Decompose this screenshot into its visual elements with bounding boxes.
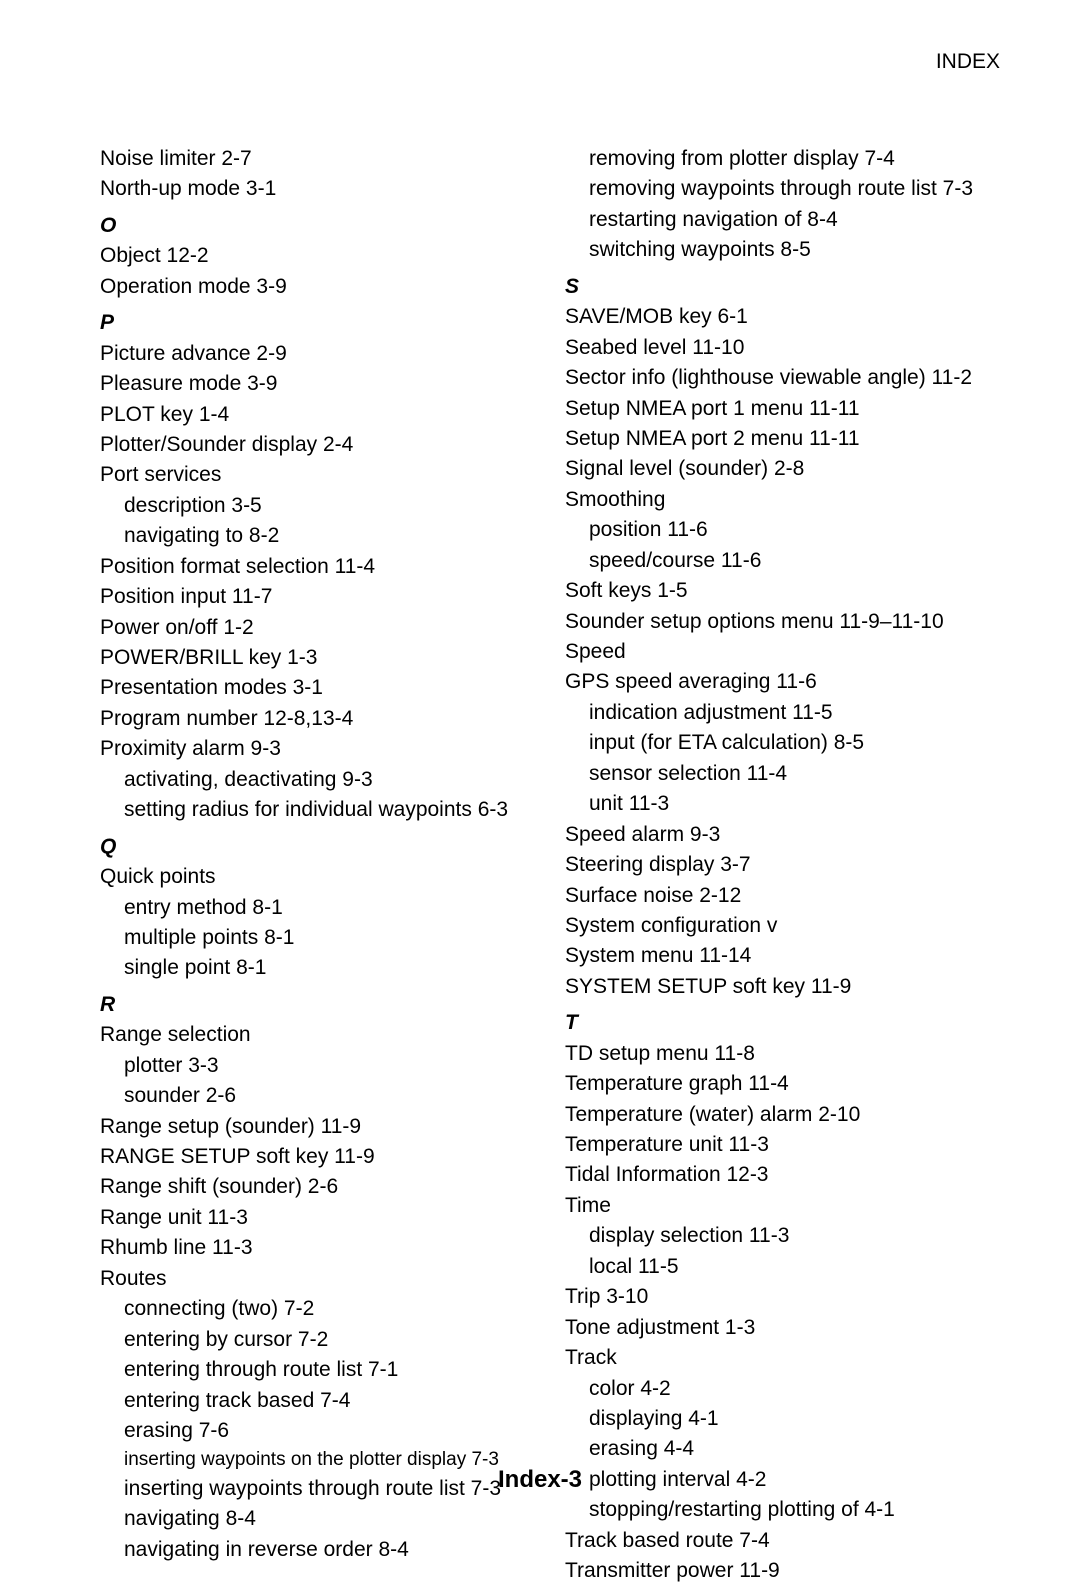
index-entry: Setup NMEA port 2 menu 11-11 bbox=[565, 424, 1000, 454]
index-entry: North-up mode 3-1 bbox=[100, 174, 535, 204]
index-entry: Picture advance 2-9 bbox=[100, 339, 535, 369]
index-entry: Time bbox=[565, 1191, 1000, 1221]
index-entry: input (for ETA calculation) 8-5 bbox=[565, 728, 1000, 758]
index-entry: color 4-2 bbox=[565, 1374, 1000, 1404]
page-footer: Index-3 bbox=[0, 1466, 1080, 1494]
section-letter: R bbox=[100, 990, 535, 1020]
index-entry: Range shift (sounder) 2-6 bbox=[100, 1172, 535, 1202]
index-entry: position 11-6 bbox=[565, 515, 1000, 545]
index-entry: Rhumb line 11-3 bbox=[100, 1233, 535, 1263]
index-entry: unit 11-3 bbox=[565, 789, 1000, 819]
index-entry: System menu 11-14 bbox=[565, 941, 1000, 971]
index-entry: Range selection bbox=[100, 1020, 535, 1050]
left-column: Noise limiter 2-7North-up mode 3-1 OObjec… bbox=[100, 144, 535, 1587]
index-entry: Transmitter power 11-9 bbox=[565, 1556, 1000, 1586]
section-letter: T bbox=[565, 1008, 1000, 1038]
index-entry: Setup NMEA port 1 menu 11-11 bbox=[565, 394, 1000, 424]
index-entry: Speed alarm 9-3 bbox=[565, 820, 1000, 850]
index-entry: navigating to 8-2 bbox=[100, 521, 535, 551]
index-entry: Temperature (water) alarm 2-10 bbox=[565, 1100, 1000, 1130]
index-entry: plotter 3-3 bbox=[100, 1051, 535, 1081]
index-entry: Position input 11-7 bbox=[100, 582, 535, 612]
index-entry: Range setup (sounder) 11-9 bbox=[100, 1112, 535, 1142]
index-entry: erasing 7-6 bbox=[100, 1416, 535, 1446]
index-entry: Seabed level 11-10 bbox=[565, 333, 1000, 363]
index-entry: Speed bbox=[565, 637, 1000, 667]
index-entry: setting radius for individual waypoints … bbox=[100, 795, 535, 825]
index-entry: Noise limiter 2-7 bbox=[100, 144, 535, 174]
index-entry: entry method 8-1 bbox=[100, 893, 535, 923]
index-entry: activating, deactivating 9-3 bbox=[100, 765, 535, 795]
index-entry: navigating in reverse order 8-4 bbox=[100, 1535, 535, 1565]
index-entry: Temperature graph 11-4 bbox=[565, 1069, 1000, 1099]
index-entry: Pleasure mode 3-9 bbox=[100, 369, 535, 399]
index-entry: display selection 11-3 bbox=[565, 1221, 1000, 1251]
right-column: removing from plotter display 7-4removin… bbox=[565, 144, 1000, 1587]
index-entry: Trip 3-10 bbox=[565, 1282, 1000, 1312]
section-letter: S bbox=[565, 272, 1000, 302]
index-entry: restarting navigation of 8-4 bbox=[565, 205, 1000, 235]
index-entry: multiple points 8-1 bbox=[100, 923, 535, 953]
index-entry: Tidal Information 12-3 bbox=[565, 1160, 1000, 1190]
index-entry: Sector info (lighthouse viewable angle) … bbox=[565, 363, 1000, 393]
index-entry: navigating 8-4 bbox=[100, 1504, 535, 1534]
index-entry: Quick points bbox=[100, 862, 535, 892]
index-entry: Surface noise 2-12 bbox=[565, 881, 1000, 911]
index-entry: Routes bbox=[100, 1264, 535, 1294]
index-entry: Power on/off 1-2 bbox=[100, 613, 535, 643]
index-entry: Position format selection 11-4 bbox=[100, 552, 535, 582]
index-entry: Smoothing bbox=[565, 485, 1000, 515]
index-entry: Plotter/Sounder display 2-4 bbox=[100, 430, 535, 460]
index-entry: Port services bbox=[100, 460, 535, 490]
index-entry: Range unit 11-3 bbox=[100, 1203, 535, 1233]
index-entry: removing from plotter display 7-4 bbox=[565, 144, 1000, 174]
index-entry: Track based route 7-4 bbox=[565, 1526, 1000, 1556]
index-entry: Operation mode 3-9 bbox=[100, 272, 535, 302]
index-entry: displaying 4-1 bbox=[565, 1404, 1000, 1434]
index-entry: TD setup menu 11-8 bbox=[565, 1039, 1000, 1069]
index-entry: SYSTEM SETUP soft key 11-9 bbox=[565, 972, 1000, 1002]
index-entry: Soft keys 1-5 bbox=[565, 576, 1000, 606]
index-entry: SAVE/MOB key 6-1 bbox=[565, 302, 1000, 332]
index-entry: System configuration v bbox=[565, 911, 1000, 941]
index-entry: PLOT key 1-4 bbox=[100, 400, 535, 430]
section-letter: O bbox=[100, 211, 535, 241]
index-entry: description 3-5 bbox=[100, 491, 535, 521]
index-entry: switching waypoints 8-5 bbox=[565, 235, 1000, 265]
section-letter: Q bbox=[100, 832, 535, 862]
index-entry: Presentation modes 3-1 bbox=[100, 673, 535, 703]
index-entry: Program number 12-8,13-4 bbox=[100, 704, 535, 734]
index-entry: Signal level (sounder) 2-8 bbox=[565, 454, 1000, 484]
index-entry: erasing 4-4 bbox=[565, 1434, 1000, 1464]
index-columns: Noise limiter 2-7North-up mode 3-1 OObjec… bbox=[100, 144, 1000, 1587]
index-entry: sensor selection 11-4 bbox=[565, 759, 1000, 789]
index-entry: removing waypoints through route list 7-… bbox=[565, 174, 1000, 204]
index-entry: entering by cursor 7-2 bbox=[100, 1325, 535, 1355]
index-entry: single point 8-1 bbox=[100, 953, 535, 983]
index-entry: entering through route list 7-1 bbox=[100, 1355, 535, 1385]
index-entry: Steering display 3-7 bbox=[565, 850, 1000, 880]
index-entry: Tone adjustment 1-3 bbox=[565, 1313, 1000, 1343]
index-entry: RANGE SETUP soft key 11-9 bbox=[100, 1142, 535, 1172]
index-entry: indication adjustment 11-5 bbox=[565, 698, 1000, 728]
page-header: INDEX bbox=[936, 50, 1000, 74]
index-entry: Object 12-2 bbox=[100, 241, 535, 271]
index-entry: connecting (two) 7-2 bbox=[100, 1294, 535, 1324]
index-entry: entering track based 7-4 bbox=[100, 1386, 535, 1416]
index-entry: Track bbox=[565, 1343, 1000, 1373]
index-entry: Temperature unit 11-3 bbox=[565, 1130, 1000, 1160]
index-entry: GPS speed averaging 11-6 bbox=[565, 667, 1000, 697]
section-letter: P bbox=[100, 308, 535, 338]
index-entry: speed/course 11-6 bbox=[565, 546, 1000, 576]
index-entry: sounder 2-6 bbox=[100, 1081, 535, 1111]
index-entry: Sounder setup options menu 11-9–11-10 bbox=[565, 607, 1000, 637]
index-entry: POWER/BRILL key 1-3 bbox=[100, 643, 535, 673]
index-entry: Proximity alarm 9-3 bbox=[100, 734, 535, 764]
index-entry: stopping/restarting plotting of 4-1 bbox=[565, 1495, 1000, 1525]
index-entry: local 11-5 bbox=[565, 1252, 1000, 1282]
